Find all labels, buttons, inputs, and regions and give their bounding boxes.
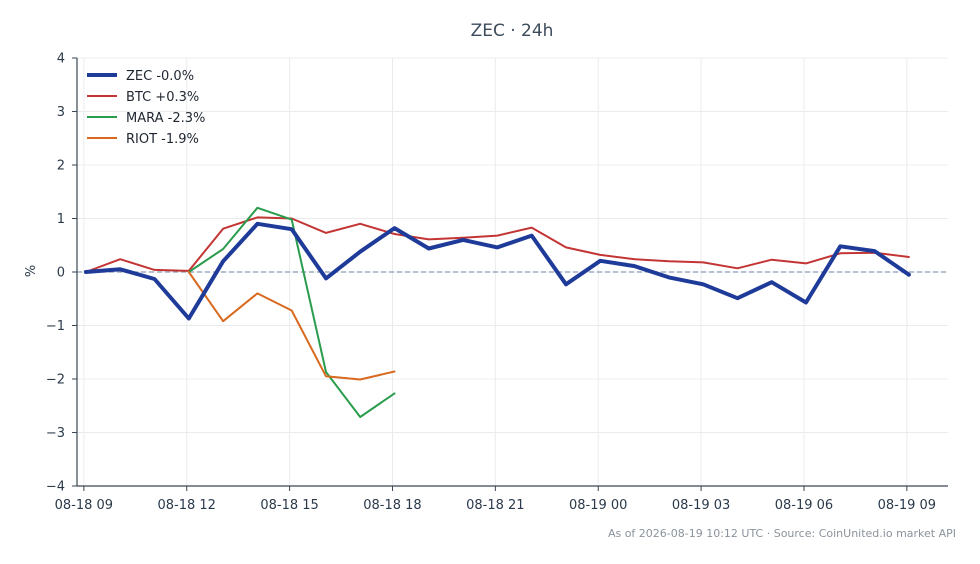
x-tick-label: 08-19 06 bbox=[775, 498, 833, 513]
x-tick-label: 08-18 12 bbox=[158, 498, 216, 513]
x-tick-label: 08-19 09 bbox=[878, 498, 936, 513]
y-tick-label: −2 bbox=[46, 373, 65, 388]
y-tick-label: 1 bbox=[57, 212, 65, 227]
source-note: As of 2026-08-19 10:12 UTC · Source: Coi… bbox=[608, 527, 956, 540]
y-ticks: 4 3 2 1 0 −1 −2 −3 −4 bbox=[46, 52, 77, 495]
x-tick-label: 08-18 09 bbox=[55, 498, 113, 513]
series-line-zec bbox=[83, 221, 911, 321]
y-tick-label: 4 bbox=[57, 52, 65, 67]
x-ticks: 08-18 09 08-18 12 08-18 15 08-18 18 08-18 21… bbox=[55, 486, 936, 513]
y-tick-label: −3 bbox=[46, 426, 65, 441]
x-tick-label: 08-19 03 bbox=[672, 498, 730, 513]
y-tick-label: −4 bbox=[46, 480, 65, 495]
x-tick-label: 08-19 00 bbox=[569, 498, 627, 513]
series-line-riot bbox=[187, 271, 396, 381]
series-line-mara bbox=[187, 206, 396, 418]
y-tick-label: 3 bbox=[57, 105, 65, 120]
chart-title: ZEC · 24h bbox=[471, 21, 554, 41]
legend-label: MARA -2.3% bbox=[126, 111, 205, 126]
legend-label: ZEC -0.0% bbox=[126, 69, 194, 84]
y-tick-label: 0 bbox=[57, 266, 65, 281]
x-tick-label: 08-18 21 bbox=[466, 498, 524, 513]
series-group bbox=[83, 206, 911, 418]
y-tick-label: 2 bbox=[57, 159, 65, 174]
y-tick-label: −1 bbox=[46, 319, 65, 334]
series-line-btc bbox=[84, 216, 910, 273]
x-tick-label: 08-18 15 bbox=[260, 498, 318, 513]
y-axis-label: % bbox=[24, 265, 39, 277]
x-tick-label: 08-18 18 bbox=[363, 498, 421, 513]
legend-label: BTC +0.3% bbox=[126, 90, 199, 105]
legend-label: RIOT -1.9% bbox=[126, 132, 199, 147]
legend: ZEC -0.0% BTC +0.3% MARA -2.3% RIOT -1.9% bbox=[87, 69, 205, 147]
